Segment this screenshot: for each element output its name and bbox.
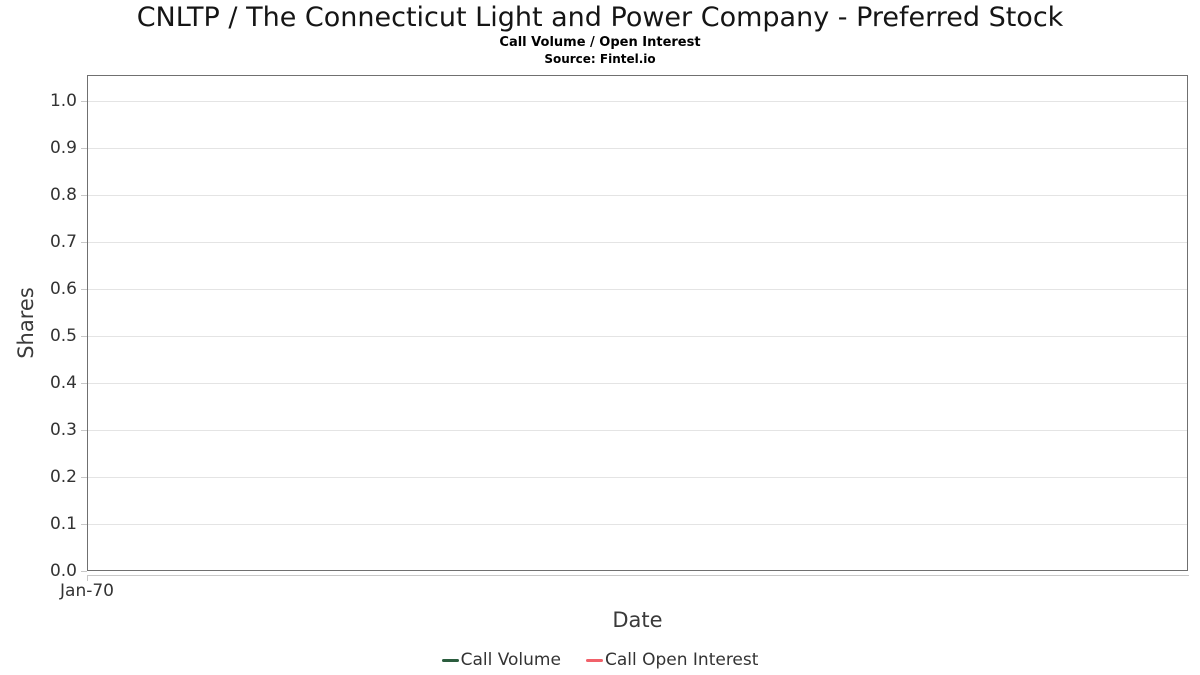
x-axis-title: Date: [612, 608, 663, 632]
y-axis-tick-label: 0.6: [49, 279, 77, 299]
y-axis-tick-label: 1.0: [49, 91, 77, 111]
chart-title: CNLTP / The Connecticut Light and Power …: [136, 2, 1064, 33]
x-axis-tick-label: Jan-70: [60, 581, 114, 601]
legend: Call Volume Call Open Interest: [0, 648, 1200, 672]
y-axis-tick-mark: [81, 571, 87, 572]
legend-marker-call-open-interest: [585, 658, 603, 662]
y-axis-tick-label: 0.0: [49, 561, 77, 581]
y-axis-tick-label: 0.5: [49, 326, 77, 346]
y-axis-tick-label: 0.2: [49, 467, 77, 487]
x-axis-line: [87, 575, 1189, 576]
y-axis-tick-label: 0.7: [49, 232, 77, 252]
legend-label-call-open-interest: Call Open Interest: [604, 650, 759, 670]
legend-item-call-open-interest[interactable]: Call Open Interest: [585, 650, 759, 670]
y-axis-tick-label: 0.8: [49, 185, 77, 205]
y-axis-tick-label: 0.9: [49, 138, 77, 158]
y-axis-tick-label: 0.3: [49, 420, 77, 440]
y-axis-title: Shares: [14, 287, 38, 359]
x-axis-tick-mark: [87, 575, 88, 581]
y-axis-tick-label: 0.1: [49, 514, 77, 534]
legend-item-call-volume[interactable]: Call Volume: [441, 650, 561, 670]
legend-label-call-volume: Call Volume: [460, 650, 561, 670]
chart-source-note: Source: Fintel.io: [544, 52, 656, 66]
plot-area: [87, 75, 1188, 571]
chart-subtitle: Call Volume / Open Interest: [499, 35, 701, 50]
y-axis-tick-label: 0.4: [49, 373, 77, 393]
legend-marker-call-volume: [441, 658, 459, 662]
